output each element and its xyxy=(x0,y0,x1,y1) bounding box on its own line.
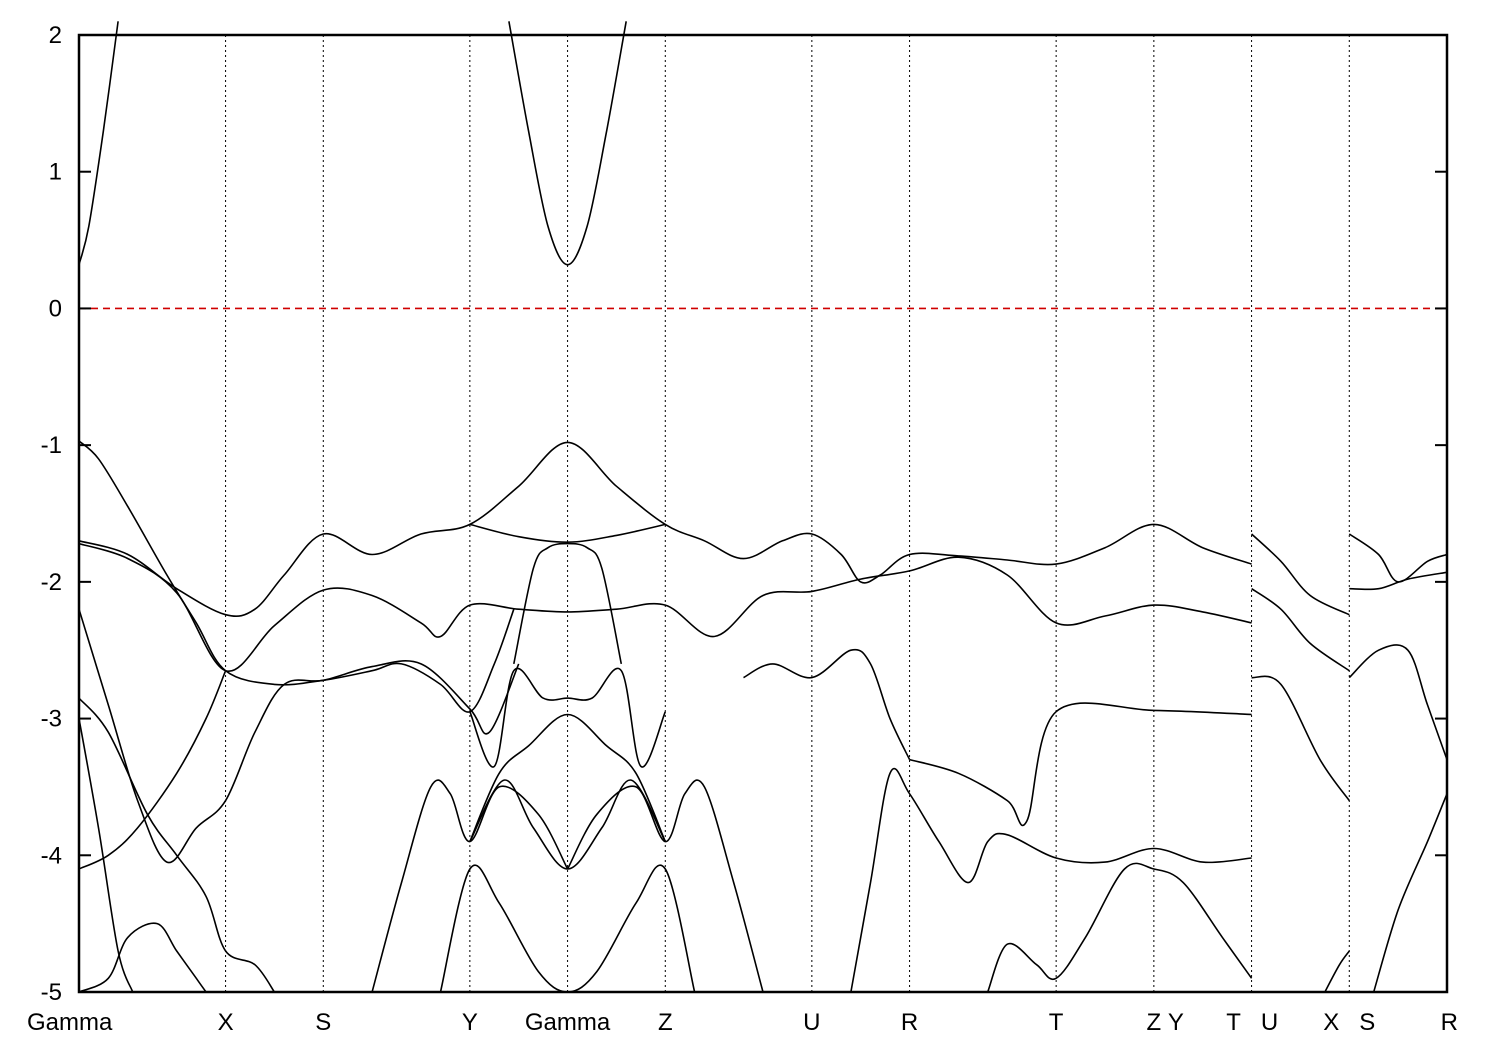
x-tick-label: Gamma xyxy=(27,1009,113,1036)
y-tick-label: 2 xyxy=(49,22,62,49)
y-tick-label: -1 xyxy=(41,432,62,459)
band-0 xyxy=(78,21,119,265)
x-tick-label: Gamma xyxy=(525,1009,611,1036)
band-4 xyxy=(78,542,1252,672)
x-tick-label: U xyxy=(803,1009,820,1036)
y-tick-label: 1 xyxy=(49,159,62,186)
x-tick-label: X xyxy=(1323,1009,1339,1036)
x-tick-label: Y xyxy=(462,1009,478,1036)
band-25 xyxy=(1324,950,1350,993)
plot-frame xyxy=(77,33,1449,994)
band-18 xyxy=(850,767,1252,993)
band-1 xyxy=(508,21,627,266)
band-10 xyxy=(78,922,207,993)
y-tick-label: -3 xyxy=(41,706,62,733)
band-12 xyxy=(469,667,667,768)
band-11 xyxy=(513,542,623,665)
x-tick-label: S xyxy=(1359,1009,1375,1036)
band-15 xyxy=(371,779,569,993)
band-29 xyxy=(1372,793,1448,993)
band-16 xyxy=(566,779,764,993)
band-9 xyxy=(78,718,134,993)
x-axis: Gamma X S Y Gamma Z U R T Z Y T U X S R xyxy=(27,1009,1458,1036)
band-23 xyxy=(1251,588,1350,672)
band-27 xyxy=(1349,571,1448,591)
band-22 xyxy=(1251,533,1350,616)
band-28 xyxy=(1348,644,1448,760)
y-tick-label: -2 xyxy=(41,569,62,596)
y-axis: -5 -4 -3 -2 -1 0 1 2 xyxy=(41,22,1447,1006)
x-tick-label: Z xyxy=(1147,1009,1162,1036)
x-tick-label: X xyxy=(218,1009,234,1036)
band-6 xyxy=(78,608,520,864)
band-3 xyxy=(78,441,1252,618)
x-tick-label: R xyxy=(1441,1009,1458,1036)
band-24 xyxy=(1251,675,1350,802)
band-21 xyxy=(986,862,1253,993)
band-2 xyxy=(78,440,515,713)
x-tick-label: S xyxy=(315,1009,331,1036)
y-tick-label: -5 xyxy=(41,979,62,1006)
band-20 xyxy=(743,648,911,760)
band-19 xyxy=(909,702,1252,827)
band-8 xyxy=(78,670,227,870)
x-tick-label: T xyxy=(1049,1009,1064,1036)
x-tick-label: R xyxy=(901,1009,918,1036)
band-13 xyxy=(469,713,667,842)
y-tick-label: -4 xyxy=(41,842,62,869)
band-5 xyxy=(469,523,666,544)
x-tick-label: Y xyxy=(1168,1009,1184,1036)
x-tick-label: T xyxy=(1226,1009,1241,1036)
band-lines xyxy=(78,21,1448,993)
y-tick-label: 0 xyxy=(49,295,62,322)
x-tick-label: U xyxy=(1261,1009,1278,1036)
band-7 xyxy=(78,697,276,993)
x-tick-label: Z xyxy=(658,1009,673,1036)
